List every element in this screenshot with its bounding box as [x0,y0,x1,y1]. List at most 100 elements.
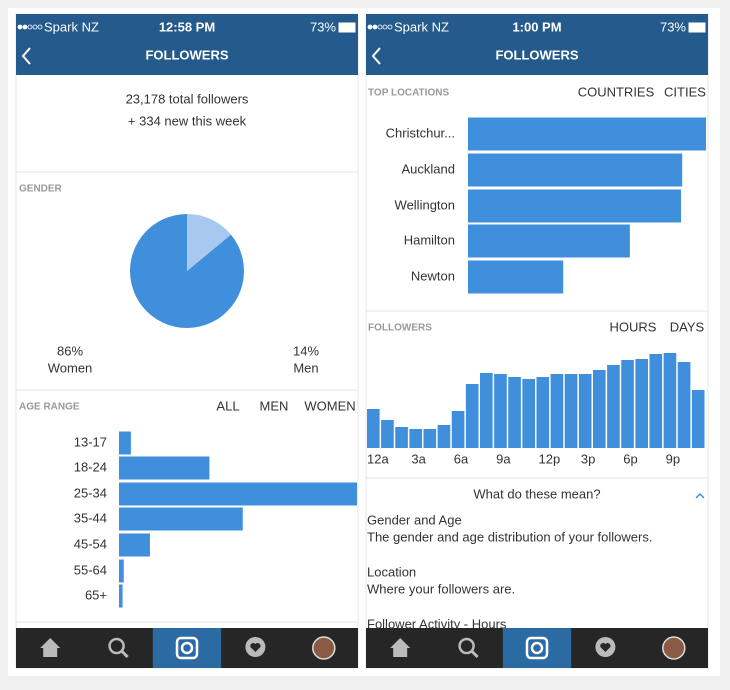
hour-bar [536,377,550,448]
profile-icon[interactable] [662,636,686,660]
filter-tab[interactable]: HOURS [610,319,657,334]
help-toggle[interactable]: What do these mean? [473,486,600,501]
hour-label: 9p [666,451,680,466]
signal-dot [367,24,373,30]
hour-bar [550,374,564,448]
bar [468,153,683,187]
signal-dot [27,24,33,30]
bar-label: 55-64 [74,562,107,577]
help-title: Location [367,564,416,579]
carrier: Spark NZ [394,19,449,34]
battery [338,22,356,33]
filter-tab[interactable]: CITIES [664,84,706,99]
hour-label: 6a [454,451,469,466]
bar-label: Christchur... [386,125,455,140]
hour-label: 9a [496,451,511,466]
gender-percent: 86% [57,343,83,358]
help-title: Follower Activity - Hours [367,616,507,631]
section-heading: TOP LOCATIONS [368,88,449,99]
total-followers: 23,178 total followers [126,91,249,106]
bar-label: 35-44 [74,510,107,525]
search-icon[interactable] [458,637,475,655]
gender-percent: 14% [293,343,319,358]
hour-bar [423,429,437,448]
filter-tab[interactable]: ALL [216,398,239,413]
hour-bar [451,411,465,448]
time: 1:00 PM [512,19,561,34]
bar [119,456,210,480]
hour-bar [621,360,634,448]
screen [15,13,359,669]
screen [365,13,709,669]
hour-bar [480,373,493,448]
section-heading: GENDER [19,184,63,195]
back-button[interactable] [371,47,381,65]
hour-bar [381,420,394,448]
gender-label: Women [48,360,93,375]
active-tab[interactable] [152,628,222,668]
camera-icon[interactable] [175,636,199,660]
battery-level: 73% [660,19,686,34]
signal-dot [37,24,43,30]
filter-tab[interactable]: MEN [260,398,289,413]
camera-icon[interactable] [525,636,549,660]
bar-label: 13-17 [74,434,107,449]
header [366,14,708,75]
hour-bar [691,390,705,448]
search-handle [120,649,129,659]
bar-label: Newton [411,268,455,283]
battery [688,22,706,33]
signal-dot [22,24,28,30]
new-followers: + 334 new this week [128,113,247,128]
filter-tab[interactable]: DAYS [670,319,705,334]
home-icon[interactable] [390,638,411,657]
hour-bar [593,370,606,448]
hour-bar [677,362,691,448]
hour-bar [465,384,479,448]
signal-dot [387,24,393,30]
active-tab[interactable] [502,628,572,668]
section-heading: AGE RANGE [19,402,80,413]
bar-label: 25-34 [74,485,107,500]
bar-label: Hamilton [404,232,455,247]
bar [119,482,357,506]
home-icon[interactable] [40,638,61,657]
hour-bar [409,429,422,448]
bar-label: 45-54 [74,536,107,551]
hour-bar [564,374,578,448]
search-icon[interactable] [108,637,125,655]
hour-bar [395,427,408,448]
activity-heart [600,643,611,652]
bar [119,431,131,455]
filter-tab[interactable]: WOMEN [304,398,355,413]
filter-tab[interactable]: COUNTRIES [578,84,655,99]
activity-heart [250,643,261,652]
back-button[interactable] [21,47,31,65]
search-handle [470,649,479,659]
bar [119,507,243,531]
collapse-caret[interactable] [695,492,705,499]
hour-bar [437,425,451,448]
bar-label: Wellington [395,197,455,212]
hour-label: 12a [367,451,389,466]
hour-label: 12p [539,451,561,466]
screen-title: FOLLOWERS [495,47,578,62]
hour-bar [649,354,663,448]
signal-dot [17,24,23,30]
signal-dot [372,24,378,30]
bar [468,260,564,294]
bar [119,559,124,583]
camera-lens [530,641,544,655]
signal-dot [382,24,388,30]
profile-icon[interactable] [312,636,336,660]
camera-lens [180,641,194,655]
hour-bar [607,365,620,448]
bar [468,117,706,151]
hour-bar [663,353,677,448]
time: 12:58 PM [159,19,215,34]
pie-slice [187,214,231,271]
bar [468,224,630,258]
hour-bar [508,377,521,448]
signal-dot [32,24,38,30]
